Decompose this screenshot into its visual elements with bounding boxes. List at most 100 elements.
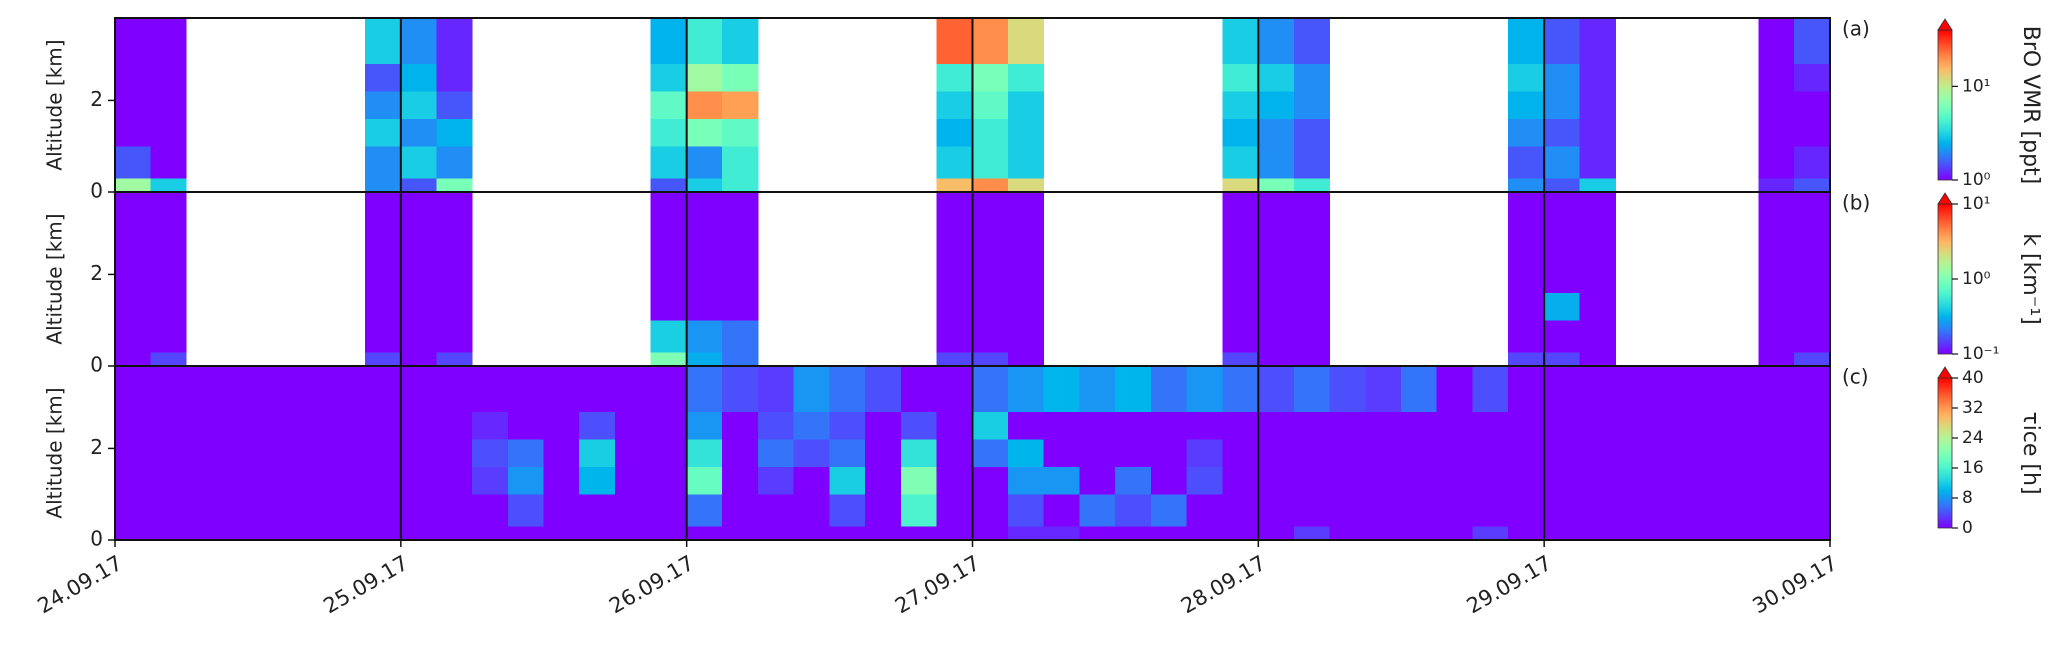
- cell: [1293, 366, 1331, 413]
- cell: [1329, 439, 1366, 467]
- cell: [436, 18, 473, 65]
- cell: [543, 411, 580, 440]
- x-tick-label: 29.09.17: [1463, 551, 1556, 619]
- colorbar-tick-label: 0: [1962, 518, 1973, 538]
- cell: [1615, 366, 1652, 413]
- cell: [936, 145, 973, 179]
- cell: [1794, 352, 1830, 366]
- cell: [650, 192, 687, 239]
- cell: [150, 118, 187, 147]
- cell: [686, 118, 723, 147]
- x-tick-label: 24.09.17: [34, 551, 127, 619]
- cell: [972, 319, 1009, 353]
- cell: [1222, 366, 1259, 413]
- cell: [1543, 439, 1581, 467]
- cell: [793, 366, 830, 413]
- x-tick-label: 25.09.17: [319, 551, 412, 619]
- cell: [472, 493, 509, 527]
- cell: [972, 493, 1009, 527]
- cell: [1508, 439, 1545, 467]
- cell: [686, 319, 723, 353]
- cell: [722, 319, 759, 353]
- y-tick-label: 2: [90, 435, 103, 459]
- cell: [972, 145, 1009, 179]
- cell: [757, 411, 795, 440]
- cell: [1758, 526, 1795, 540]
- cell: [1722, 466, 1759, 495]
- cell: [1543, 192, 1581, 239]
- cell: [972, 466, 1009, 495]
- cell: [1543, 145, 1581, 179]
- cell: [936, 526, 973, 540]
- cell: [1186, 466, 1223, 495]
- cell: [829, 411, 866, 440]
- cell: [436, 466, 473, 495]
- cell: [650, 352, 687, 366]
- cell: [1007, 18, 1045, 65]
- cell: [722, 466, 759, 495]
- cell: [1258, 118, 1295, 147]
- cell: [186, 439, 223, 467]
- colorbar-tick-label: 10¹: [1962, 194, 1990, 214]
- cell: [686, 366, 723, 413]
- cell: [1293, 439, 1331, 467]
- cell: [1579, 145, 1616, 179]
- cell: [614, 439, 652, 467]
- y-tick-label: 0: [90, 179, 103, 203]
- cell: [1401, 439, 1438, 467]
- cell: [579, 466, 616, 495]
- cell: [1615, 493, 1652, 527]
- panel-label: (a): [1842, 17, 1870, 41]
- cell: [722, 352, 759, 366]
- cell: [1115, 493, 1152, 527]
- cell: [1115, 411, 1152, 440]
- cell: [186, 493, 223, 527]
- cell: [686, 352, 723, 366]
- cell: [1186, 493, 1223, 527]
- cell: [436, 352, 473, 366]
- cell: [1150, 493, 1188, 527]
- cell: [115, 118, 151, 147]
- cell: [507, 366, 545, 413]
- cell: [1758, 366, 1795, 413]
- cell: [257, 526, 294, 540]
- cell: [400, 145, 437, 179]
- cell: [1258, 352, 1295, 366]
- cell: [1329, 493, 1366, 527]
- cell: [1579, 18, 1616, 65]
- cell: [472, 439, 509, 467]
- cell: [1186, 411, 1223, 440]
- cell: [829, 366, 866, 413]
- cell: [400, 466, 437, 495]
- colorbar-tick-label: 8: [1962, 488, 1973, 508]
- cell: [614, 493, 652, 527]
- colorbar-tick-label: 10⁰: [1962, 170, 1991, 190]
- colorbar-label: k [km⁻¹]: [2018, 233, 2043, 325]
- cell: [972, 439, 1009, 467]
- cell: [1186, 439, 1223, 467]
- cell: [364, 366, 402, 413]
- cell: [757, 526, 795, 540]
- cell: [472, 466, 509, 495]
- cell: [686, 292, 723, 321]
- cell: [186, 366, 223, 413]
- cell: [1258, 237, 1295, 266]
- cell: [1543, 237, 1581, 266]
- cell: [257, 493, 294, 527]
- cell: [293, 526, 330, 540]
- cell: [614, 366, 652, 413]
- cell: [507, 466, 545, 495]
- cell: [1007, 192, 1045, 239]
- cell: [150, 493, 187, 527]
- cell: [1579, 366, 1616, 413]
- cell: [1293, 18, 1331, 65]
- cell: [400, 439, 437, 467]
- cell: [1115, 526, 1152, 540]
- cell: [1508, 352, 1545, 366]
- cell: [1222, 466, 1259, 495]
- cell: [686, 265, 723, 293]
- cell: [1686, 526, 1724, 540]
- cell: [1007, 63, 1045, 92]
- cell: [1794, 192, 1830, 239]
- cell: [364, 265, 402, 293]
